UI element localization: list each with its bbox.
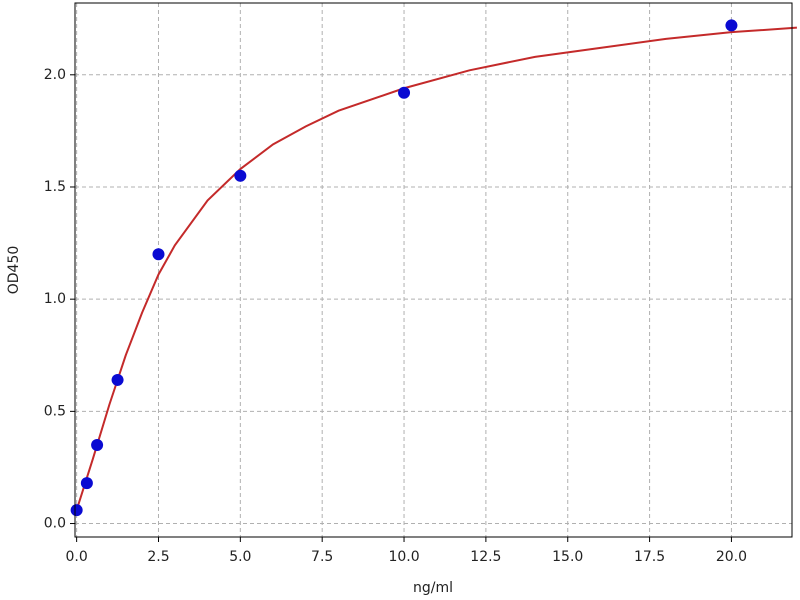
mark-layer — [70, 19, 797, 517]
x-tick-label: 12.5 — [470, 549, 501, 565]
data-point — [398, 86, 411, 99]
data-point — [234, 169, 247, 182]
data-point — [152, 248, 165, 261]
x-tick-label: 10.0 — [388, 549, 419, 565]
y-axis-label: OD450 — [6, 246, 22, 295]
data-point — [70, 504, 83, 517]
x-axis-label: ng/ml — [413, 580, 453, 596]
y-tick-label: 2.0 — [44, 67, 66, 83]
x-tick-label: 7.5 — [311, 549, 333, 565]
data-point — [725, 19, 738, 32]
grid-layer — [75, 3, 792, 537]
x-tick-label: 15.0 — [552, 549, 583, 565]
x-tick-label: 17.5 — [634, 549, 665, 565]
data-point — [91, 439, 104, 452]
data-point — [111, 373, 124, 386]
x-tick-label: 0.0 — [66, 549, 88, 565]
y-tick-label: 0.5 — [44, 403, 66, 419]
x-tick-label: 5.0 — [229, 549, 251, 565]
plot-frame — [74, 2, 793, 538]
fit-curve — [75, 26, 797, 511]
y-tick-label: 1.5 — [44, 179, 66, 195]
data-point — [80, 477, 93, 490]
y-tick-label: 0.0 — [44, 516, 66, 532]
y-tick-label: 1.0 — [44, 291, 66, 307]
x-tick-label: 20.0 — [716, 549, 747, 565]
x-tick-label: 2.5 — [147, 549, 169, 565]
